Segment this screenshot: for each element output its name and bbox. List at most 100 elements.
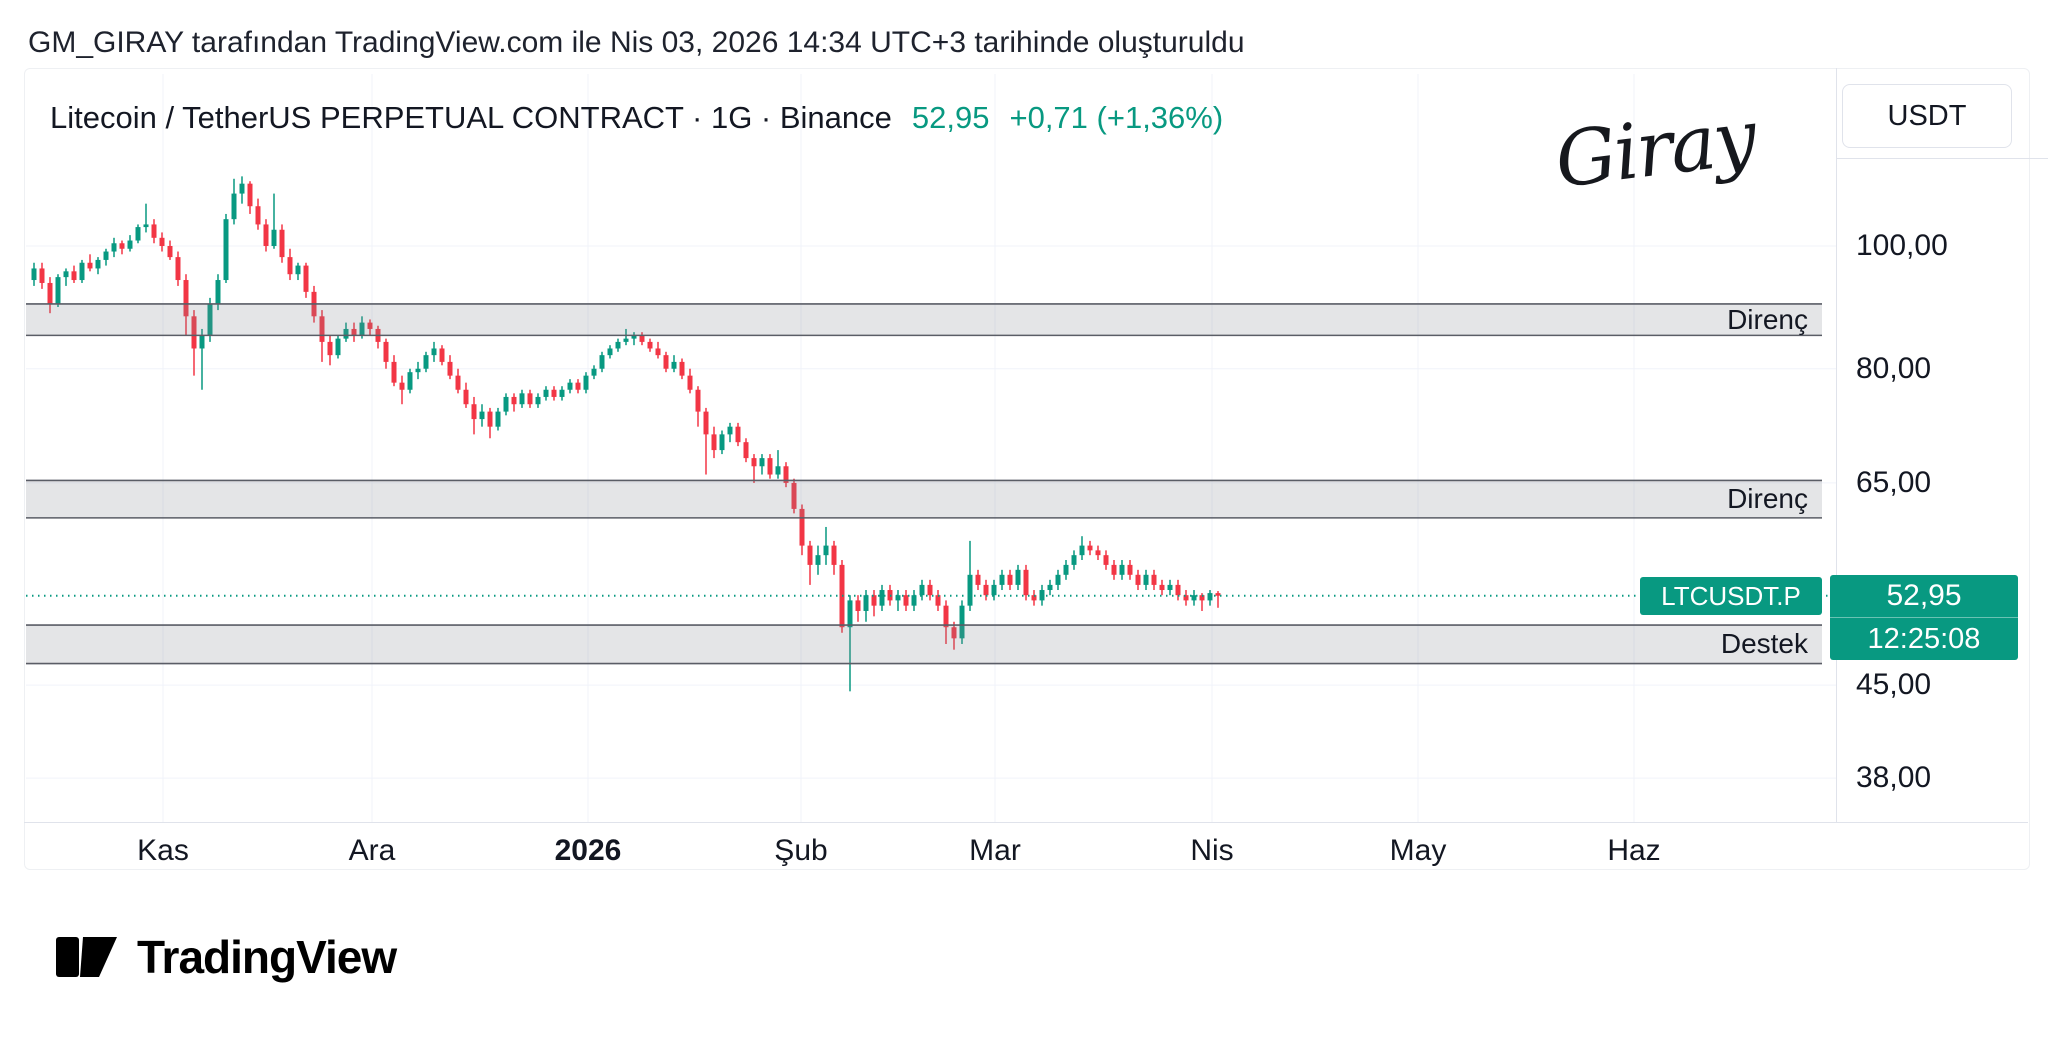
current-price-axis-box: 52,95 12:25:08 <box>1830 575 2018 660</box>
candle-body <box>1199 595 1205 601</box>
candle-body <box>1087 545 1093 551</box>
tradingview-logo-text: TradingView <box>137 931 397 983</box>
candle-body <box>799 508 805 546</box>
candle-body <box>983 584 989 596</box>
candle-body <box>535 396 541 405</box>
candle-body <box>103 251 109 260</box>
bar-countdown-timer: 12:25:08 <box>1830 617 2018 660</box>
currency-usdt-button[interactable]: USDT <box>1842 84 2012 148</box>
candle-body <box>1063 564 1069 575</box>
candle-body <box>823 545 829 556</box>
candle-body <box>247 183 253 207</box>
candle-body <box>807 545 813 565</box>
candle-body <box>463 389 469 405</box>
time-axis-label: Şub <box>774 834 828 867</box>
candle-body <box>1207 593 1213 601</box>
candle-body <box>519 393 525 405</box>
candle-body <box>847 600 853 628</box>
candle-body <box>719 434 725 451</box>
time-axis-label: May <box>1389 834 1447 867</box>
candle-body <box>255 206 261 225</box>
candle-body <box>775 466 781 475</box>
candle-body <box>175 257 181 281</box>
candle-body <box>47 282 53 304</box>
candle-body <box>223 219 229 281</box>
time-axis-label: Mar <box>969 834 1021 867</box>
candle-body <box>79 262 85 281</box>
candle-body <box>711 434 717 451</box>
price-axis-label: 100,00 <box>1856 229 1948 262</box>
zone-band <box>26 303 1822 336</box>
price-axis-label: 80,00 <box>1856 351 1932 385</box>
candle-body <box>119 243 125 249</box>
candle-body <box>903 595 909 606</box>
candle-body <box>143 224 149 228</box>
candle-body <box>327 341 333 356</box>
candle-body <box>279 229 285 258</box>
candle-body <box>303 265 309 292</box>
candle-body <box>295 265 301 275</box>
candle-body <box>1175 584 1181 596</box>
time-axis-border <box>24 822 2028 823</box>
time-axis-label: 2026 <box>554 834 622 867</box>
price-axis-label: 38,00 <box>1856 761 1932 795</box>
time-axis-label: Ara <box>348 834 396 867</box>
candle-body <box>1047 584 1053 591</box>
candle-body <box>527 393 533 405</box>
candle-body <box>815 555 821 565</box>
candle-body <box>439 348 445 362</box>
candle-body <box>575 382 581 390</box>
candle-body <box>471 404 477 420</box>
price-axis-border <box>1836 68 1837 822</box>
candle-body <box>1095 550 1101 556</box>
candle-body <box>423 355 429 369</box>
candle-body <box>1167 584 1173 591</box>
candle-body <box>1151 574 1157 585</box>
candle-body <box>263 224 269 246</box>
candle-body <box>431 348 437 356</box>
candle-body <box>287 257 293 275</box>
candle-body <box>343 328 349 339</box>
candle-body <box>687 375 693 390</box>
chart-legend: Litecoin / TetherUS PERPETUAL CONTRACT ·… <box>50 100 1223 136</box>
candle-body <box>95 259 101 269</box>
candle-body <box>1119 564 1125 575</box>
candle-body <box>895 595 901 601</box>
candle-body <box>351 328 357 336</box>
candle-body <box>663 355 669 369</box>
candle-body <box>751 458 757 467</box>
candle-body <box>415 368 421 373</box>
candle-body <box>383 341 389 362</box>
candle-body <box>951 627 957 639</box>
candle-body <box>911 595 917 606</box>
candle-body <box>615 341 621 349</box>
candle-body <box>135 227 141 241</box>
candle-body <box>831 545 837 565</box>
candle-body <box>495 411 501 427</box>
candle-body <box>863 595 869 611</box>
candle-body <box>63 271 69 278</box>
zone-label: Direnç <box>1727 483 1808 515</box>
candle-body <box>87 262 93 269</box>
candle-body <box>679 361 685 376</box>
candle-body <box>735 426 741 443</box>
tradingview-logo[interactable]: TradingView <box>55 928 397 986</box>
candle-body <box>583 375 589 390</box>
candle-body <box>151 224 157 238</box>
candle-body <box>703 411 709 435</box>
candle-body <box>1127 564 1133 575</box>
candle-body <box>1039 590 1045 601</box>
candle-body <box>927 584 933 596</box>
candle-body <box>1007 574 1013 585</box>
candle-body <box>1215 593 1221 596</box>
candle-body <box>407 372 413 390</box>
candle-body <box>599 355 605 369</box>
candle-body <box>791 482 797 509</box>
candle-body <box>231 193 237 220</box>
candle-body <box>455 375 461 390</box>
symbol-title: Litecoin / TetherUS PERPETUAL CONTRACT ·… <box>50 100 892 135</box>
candle-body <box>511 396 517 405</box>
candle-body <box>1143 574 1149 585</box>
